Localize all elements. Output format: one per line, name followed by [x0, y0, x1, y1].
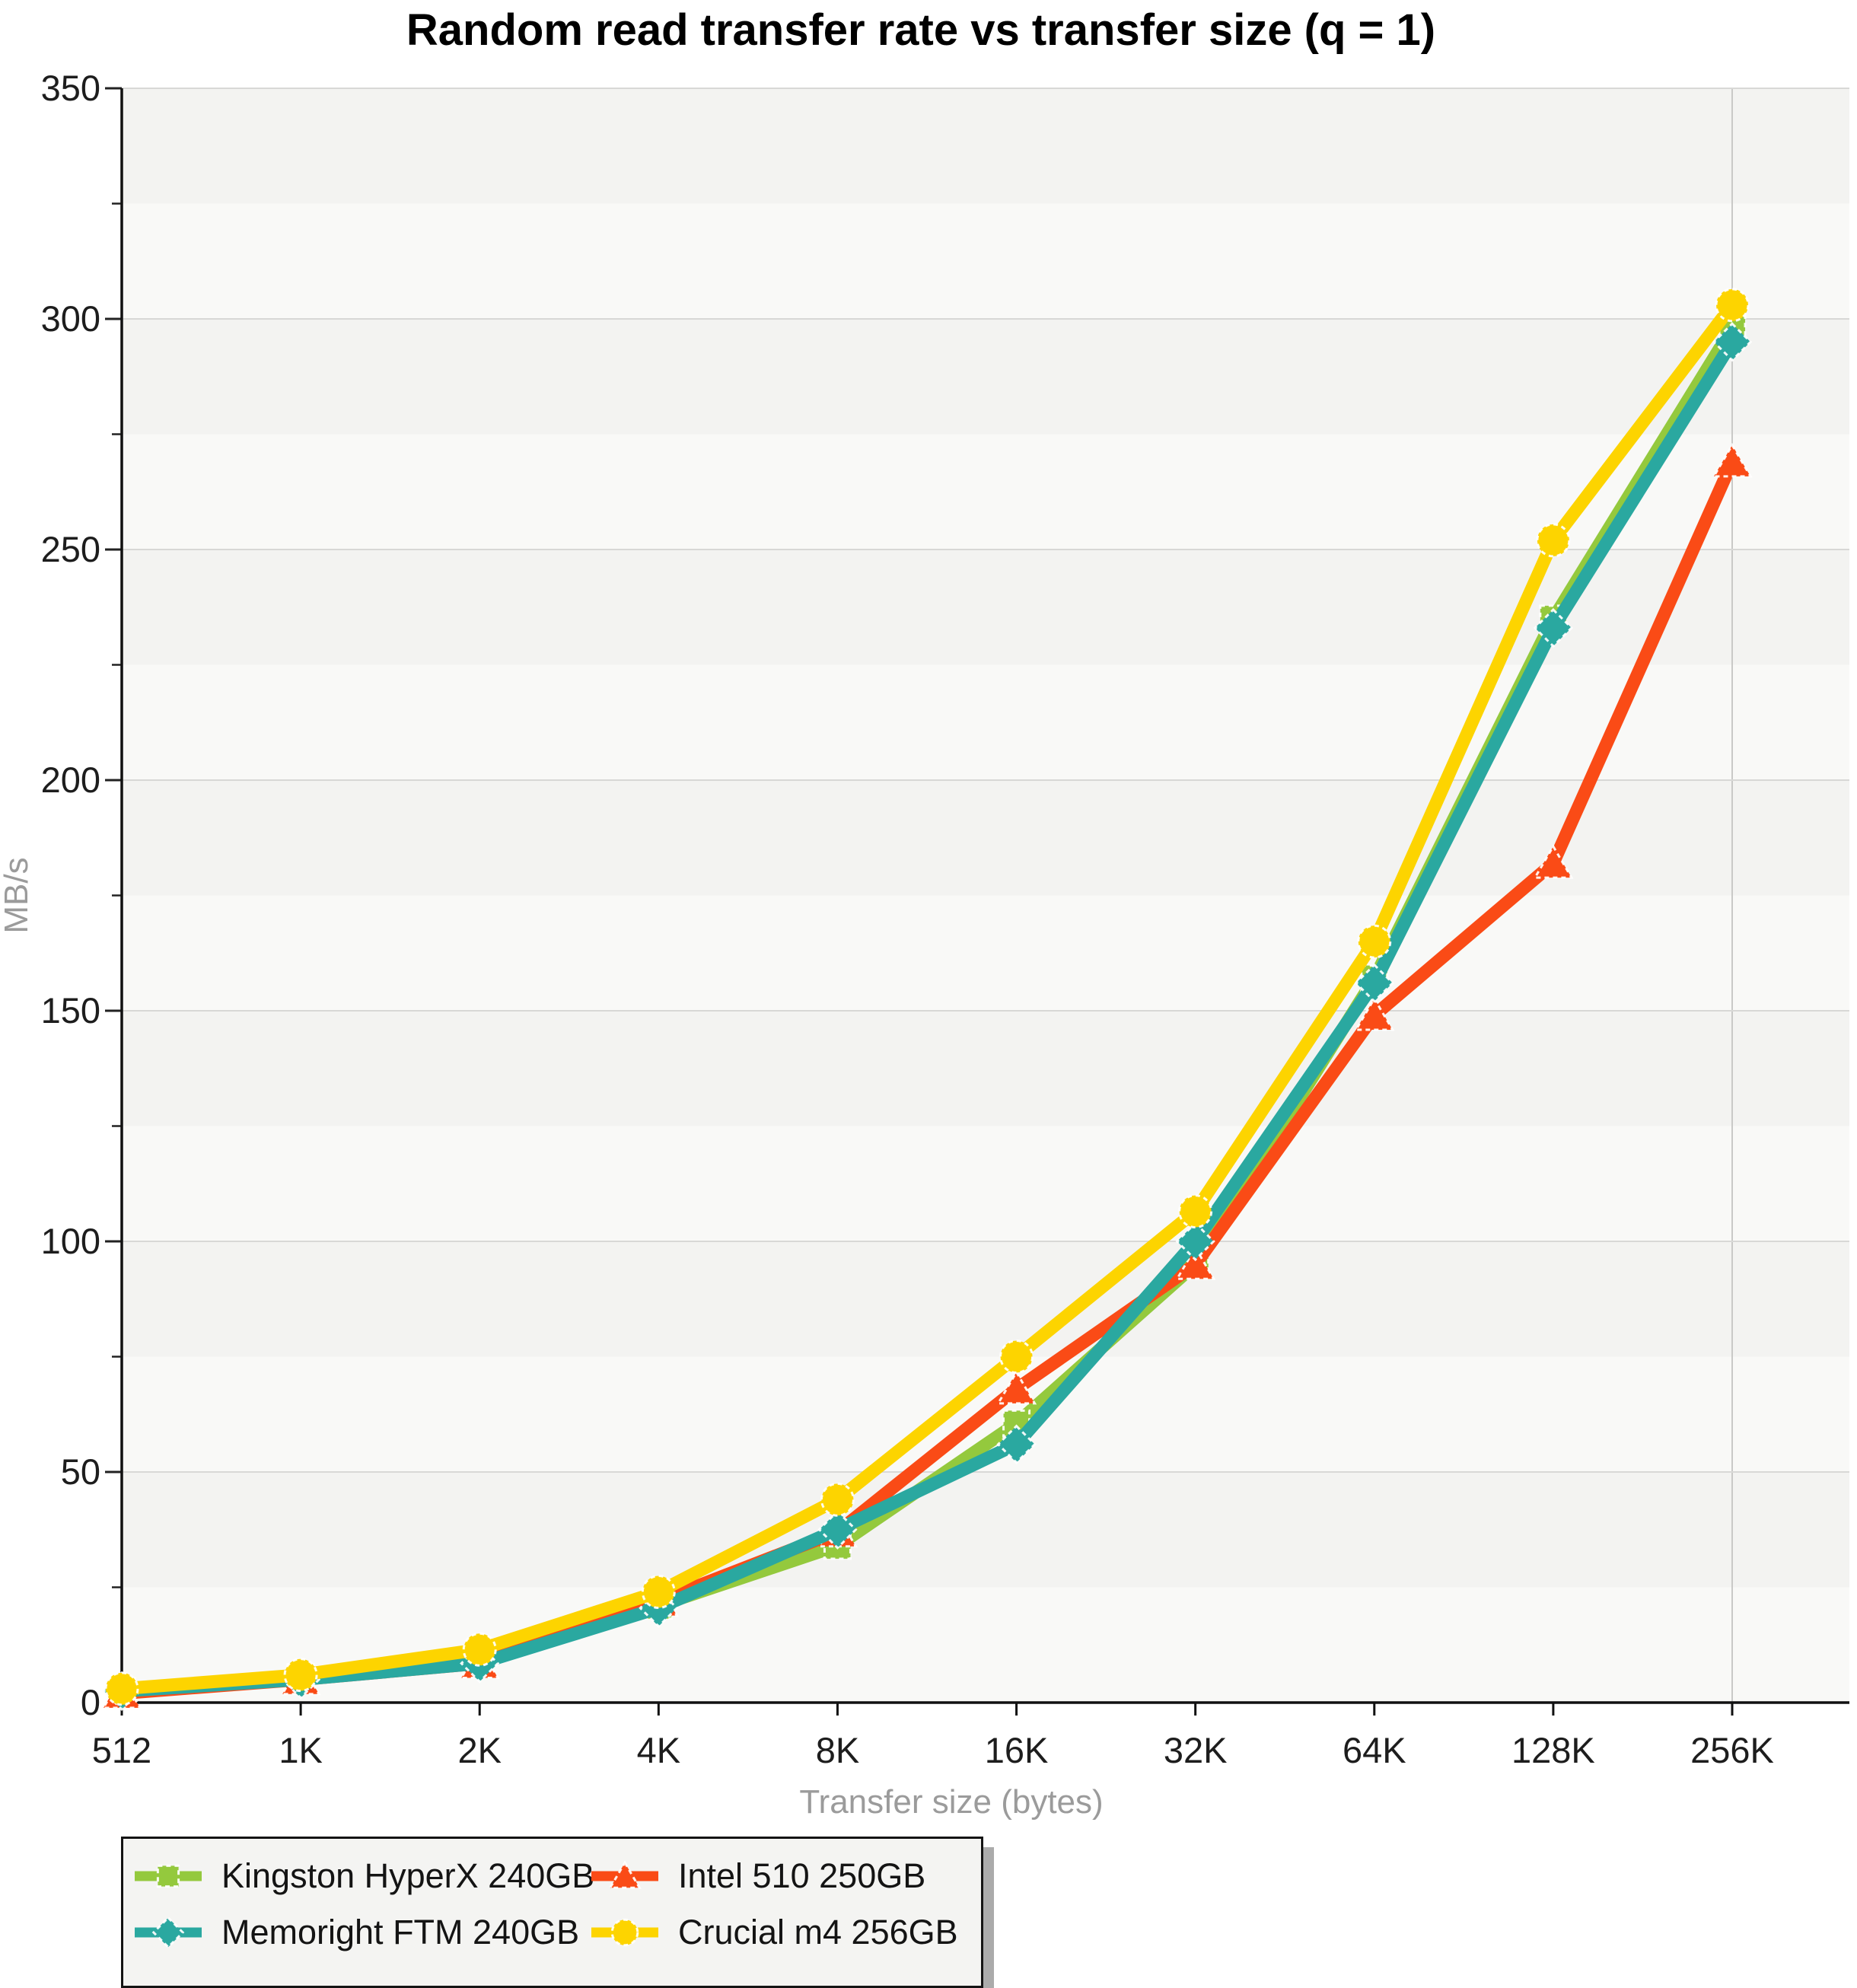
- memoright-ftm-240gb-marker: [996, 1424, 1037, 1464]
- x-axis-ticks: [120, 1703, 1734, 1716]
- plot-band: [122, 203, 1849, 319]
- crucial-m4-256gb-marker: [462, 1632, 497, 1667]
- legend-label: Kingston HyperX 240GB: [221, 1856, 595, 1895]
- memoright-ftm-240gb-marker: [1175, 1221, 1215, 1262]
- intel-510-250gb-marker: [1354, 996, 1395, 1031]
- plot-band: [122, 780, 1849, 896]
- plot-band: [122, 1011, 1849, 1126]
- y-tick-label: 50: [61, 1451, 100, 1492]
- plot-band: [122, 1587, 1849, 1703]
- x-tick-label: 64K: [1343, 1730, 1406, 1770]
- x-tick-label: 16K: [985, 1730, 1049, 1770]
- crucial-m4-256gb-marker: [820, 1482, 855, 1517]
- plot-band: [122, 319, 1849, 435]
- crucial-m4-256gb-marker: [1357, 924, 1392, 959]
- legend-item-kingston-hyperx-240gb: Kingston HyperX 240GB: [132, 1851, 594, 1901]
- memoright-ftm-240gb-marker: [1712, 322, 1753, 362]
- plot-bands: [122, 88, 1849, 1703]
- legend-label: Intel 510 250GB: [678, 1856, 926, 1895]
- plot-band: [122, 88, 1849, 204]
- memoright-ftm-240gb-line: [115, 335, 1739, 1698]
- intel-510-250gb-marker: [1712, 442, 1753, 478]
- y-tick-label: 300: [41, 298, 100, 339]
- x-tick-label: 128K: [1511, 1730, 1595, 1770]
- y-axis-title: MB/s: [0, 857, 35, 933]
- legend-marker-triangle-icon: [608, 1860, 642, 1889]
- legend-marker-square-icon: [156, 1864, 180, 1888]
- x-tick-label: 512: [92, 1730, 151, 1770]
- plot-band: [122, 664, 1849, 780]
- crucial-m4-256gb-marker: [1536, 523, 1571, 558]
- plot-band: [122, 895, 1849, 1011]
- y-tick-label: 350: [41, 68, 100, 108]
- legend-item-memoright-ftm-240gb: Memoright FTM 240GB: [132, 1907, 588, 1958]
- crucial-m4-256gb-marker: [1715, 288, 1750, 323]
- x-tick-label: 8K: [816, 1730, 860, 1770]
- legend-box: Kingston HyperX 240GB Intel 510 250GB Memo…: [121, 1837, 983, 1988]
- crucial-m4-256gb-marker: [104, 1671, 139, 1706]
- intel-510-250gb-marker: [1533, 844, 1574, 879]
- memoright-ftm-240gb-marker: [1354, 963, 1394, 1003]
- x-tick-label: 4K: [637, 1730, 681, 1770]
- legend-item-crucial-m4-256gb: Crucial m4 256GB: [588, 1907, 981, 1958]
- y-tick-label: 200: [41, 760, 100, 800]
- crucial-m4-256gb-marker: [641, 1575, 676, 1610]
- legend-triangle-icon: [591, 1860, 658, 1889]
- crucial-m4-256gb-marker: [283, 1658, 318, 1693]
- crucial-m4-256gb-line: [115, 298, 1739, 1696]
- legend-marker-diamond-icon: [151, 1916, 185, 1949]
- y-tick-label: 250: [41, 529, 100, 569]
- intel-510-250gb-marker: [995, 1369, 1037, 1405]
- y-tick-label: 150: [41, 990, 100, 1031]
- legend-label: Memoright FTM 240GB: [221, 1913, 580, 1951]
- legend-marker-circle-icon: [610, 1918, 639, 1947]
- x-tick-label: 1K: [279, 1730, 323, 1770]
- x-tick-label: 32K: [1164, 1730, 1228, 1770]
- plot-band: [122, 1472, 1849, 1588]
- plot-band: [122, 1241, 1849, 1357]
- y-tick-label: 0: [81, 1682, 100, 1722]
- y-axis-ticks: [105, 87, 122, 1588]
- x-axis-title: Transfer size (bytes): [799, 1783, 1103, 1821]
- x-tick-labels: 512 1K 2K 4K 8K 16K 32K 64K 128K 256K: [92, 1730, 1774, 1770]
- legend-diamond-icon: [135, 1916, 202, 1949]
- memoright-ftm-240gb-marker: [817, 1509, 858, 1550]
- plot-band: [122, 1126, 1849, 1241]
- legend-label: Crucial m4 256GB: [678, 1913, 958, 1951]
- chart-title: Random read transfer rate vs transfer si…: [406, 5, 1436, 55]
- crucial-m4-256gb-marker: [1178, 1194, 1213, 1229]
- intel-510-250gb-marker: [1175, 1245, 1216, 1280]
- crucial-m4-256gb-marker: [999, 1340, 1034, 1374]
- gridlines: [122, 88, 1849, 1473]
- y-tick-labels: 0 50 100 150 200 250 300 350: [41, 68, 100, 1722]
- legend-circle-icon: [591, 1918, 658, 1947]
- legend-item-intel-510-250gb: Intel 510 250GB: [588, 1851, 981, 1901]
- x-tick-label: 2K: [457, 1730, 502, 1770]
- legend-square-icon: [135, 1864, 202, 1888]
- x-tick-label: 256K: [1690, 1730, 1774, 1770]
- memoright-ftm-240gb-marker: [1533, 607, 1574, 648]
- series-crucial-m4-256gb: [104, 288, 1750, 1706]
- y-tick-label: 100: [41, 1221, 100, 1261]
